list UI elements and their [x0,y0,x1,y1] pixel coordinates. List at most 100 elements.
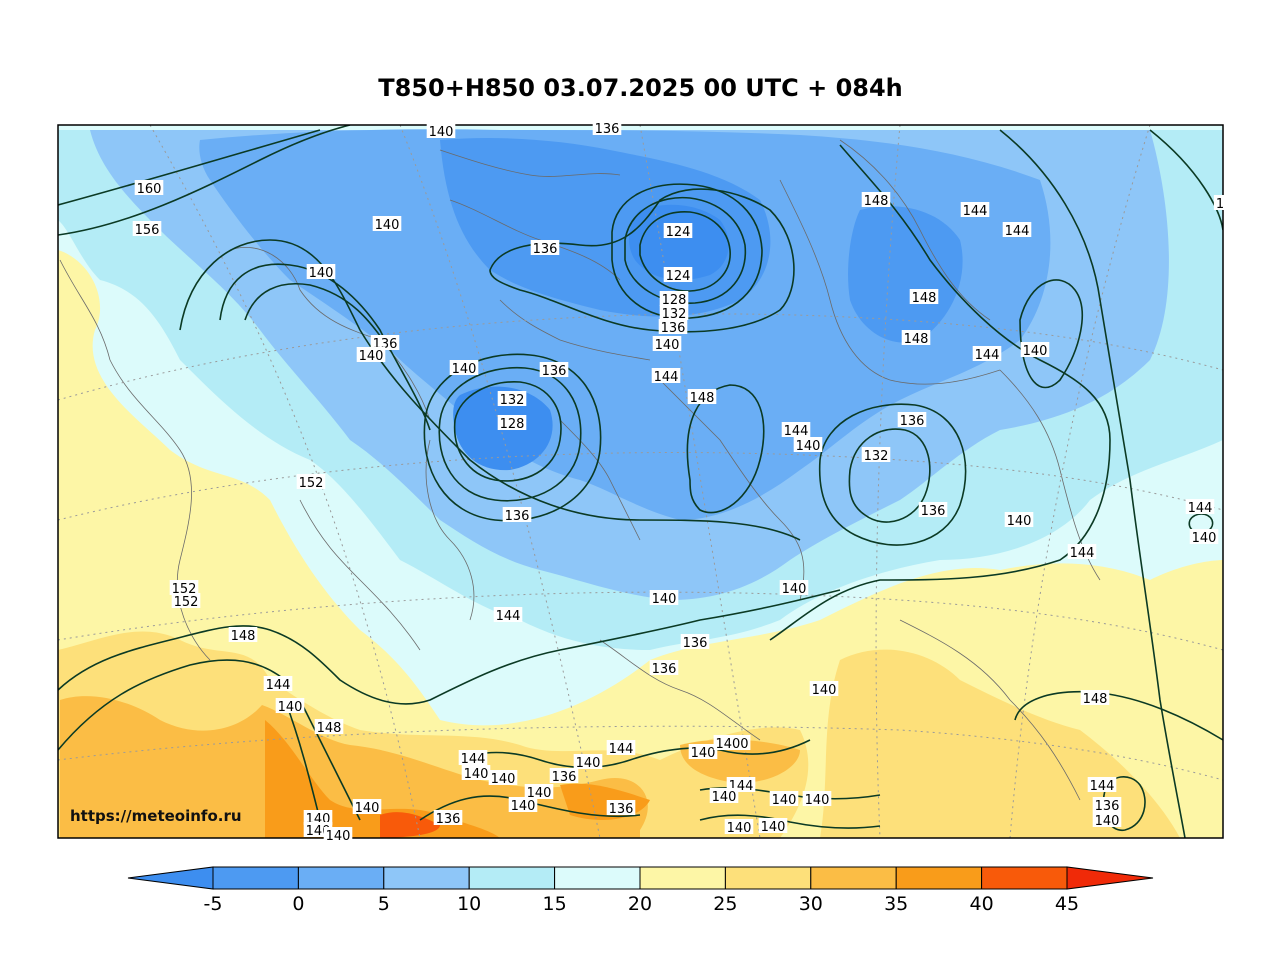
contour-label: 140 [573,754,603,771]
contour-label-text: 140 [712,790,737,805]
contour-label-bg [263,676,293,691]
contour-label-bg [303,810,333,825]
contour-label-bg [649,590,679,605]
colorbar-tick-label: 20 [628,893,652,915]
contour-label: 136 [897,412,927,429]
contour-label-text: 144 [975,348,1000,363]
colorbar-segment [981,866,1068,890]
contour-label: 140 [758,818,788,835]
contour-label-bg [861,447,891,462]
contour-label-text: 140 [691,746,716,761]
contour-label-text: 148 [864,194,889,209]
contour-label-bg [918,502,948,517]
contour-label: 136 [918,502,948,519]
contour-label-text: 124 [666,225,691,240]
contour-label-text: 140 [1095,814,1120,829]
contour-label-text: 140 [491,772,516,787]
colorbar-tick-label: 45 [1055,893,1079,915]
contour-label: 132 [659,305,689,322]
contour-label-bg [228,627,258,642]
contour-label-bg [171,593,201,608]
contour-label-text: 140 [782,582,807,597]
contour-label: 148 [1080,690,1110,707]
contour-label: 144 [1067,544,1097,561]
contour-label: 148 [861,192,891,209]
contour-label: 136 [680,634,710,651]
contour-label: 144 [263,676,293,693]
contour-label-bg [663,223,693,238]
contour-label: 160 [134,180,164,197]
band-30-35 [60,696,648,838]
contour-label: 144 [1002,222,1032,239]
contour-label: 140 [275,698,305,715]
contour-label-text: 140 [429,125,454,140]
contour-label: 140 [1189,529,1219,546]
colorbar-segment [554,866,641,890]
contour-label-bg [1080,690,1110,705]
contour-label-text: 156 [135,223,160,238]
contour-label-bg [1092,812,1122,827]
colorbar-tick-label: 10 [457,893,481,915]
contour-label-bg [275,698,305,713]
contour-label-text: 140 [796,439,821,454]
contour-label-text: 140 [309,266,334,281]
contour-label-text: 136 [505,509,530,524]
contour-label: 140 [323,827,353,844]
contour-label: 132 [497,391,527,408]
contour-label: 136 [549,768,579,785]
contour-label: 140 [352,799,382,816]
contour-label-bg [296,474,326,489]
contour-label-bg [502,507,532,522]
contour-label: 136 [606,800,636,817]
contour-label: 140 [649,590,679,607]
contour-label-text: 140 [652,592,677,607]
colorbar-segment [297,866,385,890]
contour-label-bg [606,800,636,815]
contour-label-text: 140 [812,683,837,698]
contour-label-text: 140 [452,362,477,377]
band-lt-m5 [628,204,729,280]
contour-label-bg [809,681,839,696]
contour-label-text: 152 [174,595,199,610]
contour-label-bg [497,415,527,430]
contour-label-bg [901,330,931,345]
contour-label: 136 [649,660,679,677]
contour-label-bg [323,827,353,842]
contour-label: 140 [306,264,336,281]
contour-label-text: 140 [355,801,380,816]
contour-label-bg [539,362,569,377]
contour-label-text: 140 [1023,344,1048,359]
contour-label: 148 [901,330,931,347]
colorbar-tick-label: 5 [378,893,390,915]
contour-label-text: 140 [326,829,351,844]
contour-label-bg [488,770,518,785]
contour-label-bg [663,267,693,282]
contour-label-text: 140 [805,793,830,808]
contour-label-text: 144 [496,609,521,624]
contour-label-text: 140 [761,820,786,835]
contour-label-text: 148 [1083,692,1108,707]
contour-label-bg [1189,529,1219,544]
temperature-field [58,125,1223,838]
contour-label: 136 [592,120,622,137]
contour-label-text: 160 [137,182,162,197]
contour-label: 140 [779,580,809,597]
contour-label-bg [1092,797,1122,812]
colorbar-tick-label: -5 [204,893,223,915]
contour-label: 144 [960,202,990,219]
contour-label-text: 140 [1192,531,1217,546]
coastlines [59,139,1101,801]
band-0-5 [199,129,1051,521]
contour-label-text: 1400 [715,737,748,752]
contour-label: 148 [314,719,344,736]
colorbar-segment [468,866,556,890]
contour-label-text: 132 [864,449,889,464]
contour-label: 144 [651,368,681,385]
contour-label-bg [134,180,164,195]
colorbar-segment [895,866,983,890]
contour-label-text: 144 [609,742,634,757]
contour-label-bg [802,791,832,806]
contour-label-text: 148 [690,391,715,406]
contour-label: 140 [1092,812,1122,829]
